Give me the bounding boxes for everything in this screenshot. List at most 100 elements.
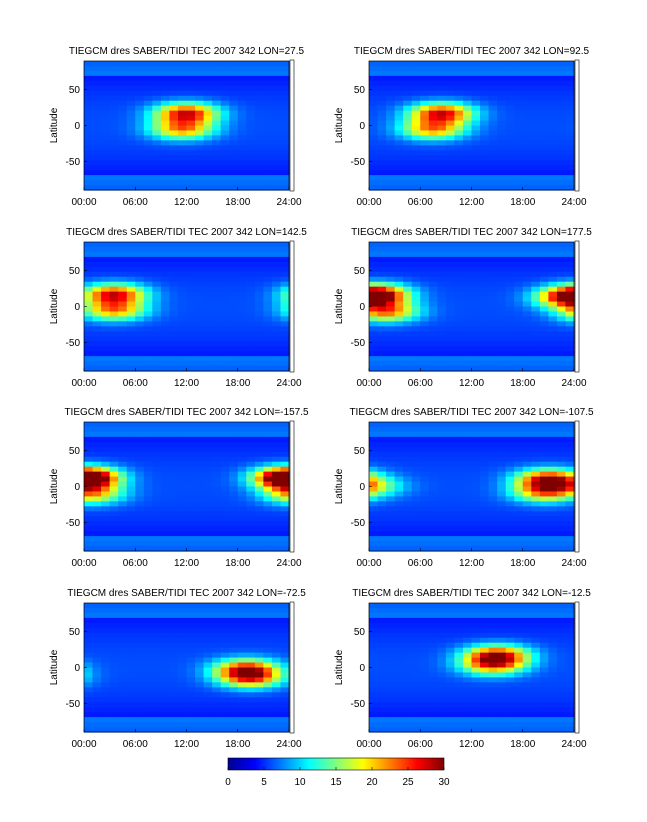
heatmap-cell [437,481,447,488]
heatmap-cell [505,256,515,263]
heatmap-cell [445,526,456,532]
heatmap-cell [135,481,145,488]
heatmap-cell [556,677,567,683]
heatmap-cell [522,657,532,664]
heatmap-cell [109,456,119,463]
heatmap-cell [254,75,264,82]
heatmap-cell [437,446,447,453]
heatmap-cell [177,261,188,268]
heatmap-cell [531,341,541,347]
y-tick-label: -50 [351,338,366,349]
heatmap-cell [143,722,153,728]
heatmap-cell [254,662,264,669]
heatmap-cell [101,80,111,87]
heatmap-cell [514,271,524,278]
heatmap-cell [118,682,128,688]
heatmap-cell [280,702,290,708]
heatmap-cell [531,627,541,634]
heatmap-cell [220,722,230,728]
heatmap-cell [109,85,119,92]
heatmap-cell [203,506,213,512]
heatmap-cell [135,662,145,669]
heatmap-cell [229,326,239,332]
heatmap-cell [109,506,119,512]
heatmap-cell [556,521,567,527]
heatmap-cell [220,436,230,443]
heatmap-cell [212,321,222,327]
heatmap-cell [152,75,162,82]
heatmap-cell [246,687,256,693]
heatmap-cell [548,341,558,347]
heatmap-cell [109,657,119,664]
heatmap-cell [84,506,94,512]
heatmap-cell [186,642,196,649]
heatmap-cell [237,271,247,278]
heatmap-cell [195,642,205,649]
heatmap-cell [497,311,507,318]
heatmap-cell [101,85,111,92]
heatmap-cell [271,652,282,659]
heatmap-cell [471,261,481,268]
heatmap-cell [237,242,247,248]
heatmap-cell [177,647,188,654]
heatmap-cell [505,516,515,522]
heatmap-cell [522,632,532,639]
heatmap-cell [454,486,464,493]
heatmap-cell [237,80,247,87]
heatmap-cell [471,607,481,614]
heatmap-cell [386,175,396,181]
heatmap-cell [462,466,473,473]
heatmap-cell [212,717,222,723]
heatmap-cell [126,707,136,713]
heatmap-cell [420,356,430,362]
heatmap-cell [445,271,456,278]
heatmap-cell [471,100,481,107]
heatmap-cell [377,331,387,337]
heatmap-cell [254,160,264,166]
heatmap-cell [386,687,396,693]
heatmap-cell [488,501,498,507]
heatmap-cell [92,622,102,629]
heatmap-cell [195,261,205,268]
heatmap-cell [203,546,213,552]
heatmap-cell [480,486,490,493]
heatmap-cell [84,536,94,542]
heatmap-cell [454,110,464,117]
heatmap-cell [229,256,239,263]
heatmap-cell [160,175,171,181]
heatmap-cell [488,366,498,372]
heatmap-cell [505,607,515,614]
heatmap-cell [263,702,273,708]
heatmap-cell [237,612,247,619]
heatmap-cell [195,441,205,448]
heatmap-cell [548,256,558,263]
heatmap-cell [109,125,119,132]
heatmap-cell [488,426,498,433]
heatmap-cell [394,501,404,507]
heatmap-cell [556,115,567,122]
heatmap-cell [220,105,230,112]
heatmap-cell [254,466,264,473]
heatmap-cell [84,496,94,502]
heatmap-cell [271,657,282,664]
heatmap-cell [263,426,273,433]
heatmap-cell [118,722,128,728]
heatmap-cell [92,301,102,308]
heatmap-cell [220,632,230,639]
heatmap-cell [237,647,247,654]
heatmap-cell [505,546,515,552]
heatmap-cell [497,627,507,634]
heatmap-cell [220,281,230,288]
heatmap-cell [377,336,387,342]
heatmap-cell [101,446,111,453]
heatmap-cell [101,145,111,151]
heatmap-cell [462,242,473,248]
heatmap-cell [177,276,188,283]
heatmap-panel-1: TIEGCM dres SABER/TIDI TEC 2007 342 LON=… [49,46,305,208]
heatmap-cell [488,316,498,322]
heatmap-cell [420,496,430,502]
heatmap-cell [271,722,282,728]
heatmap-cell [488,276,498,283]
heatmap-cell [143,717,153,723]
heatmap-cell [522,125,532,132]
